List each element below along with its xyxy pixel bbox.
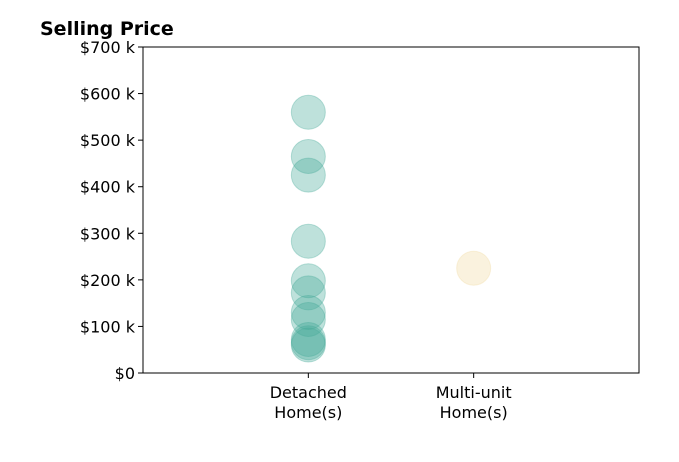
data-point	[290, 275, 326, 311]
plot-frame	[142, 46, 640, 374]
x-axis: Detached Home(s) Multi-unit Home(s)	[270, 373, 512, 422]
x-tick-label: Detached Home(s)	[270, 383, 347, 422]
data-point	[456, 250, 492, 286]
y-tick-label: $200 k	[80, 271, 136, 290]
data-point	[290, 301, 326, 337]
chart-title: Selling Price	[40, 18, 174, 40]
data-point	[290, 325, 326, 361]
y-tick-label: $600 k	[80, 85, 136, 104]
data-point	[290, 263, 326, 299]
y-tick-label: $100 k	[80, 317, 136, 336]
data-point	[290, 157, 326, 193]
y-tick-label: $500 k	[80, 131, 136, 150]
data-point	[290, 223, 326, 259]
y-tick-label: $0	[115, 364, 135, 383]
data-point	[290, 294, 326, 330]
y-axis: $0 $100 k $200 k $300 k $400 k $500 k $600 k $7…	[80, 38, 143, 383]
y-tick-label: $400 k	[80, 178, 136, 197]
y-tick-label: $700 k	[80, 38, 136, 57]
data-point	[290, 138, 326, 174]
x-tick-label: Multi-unit Home(s)	[436, 383, 512, 422]
data-point	[290, 94, 326, 130]
data-point	[290, 321, 326, 357]
y-tick-label: $300 k	[80, 224, 136, 243]
data-points	[290, 94, 492, 363]
data-point	[290, 327, 326, 363]
